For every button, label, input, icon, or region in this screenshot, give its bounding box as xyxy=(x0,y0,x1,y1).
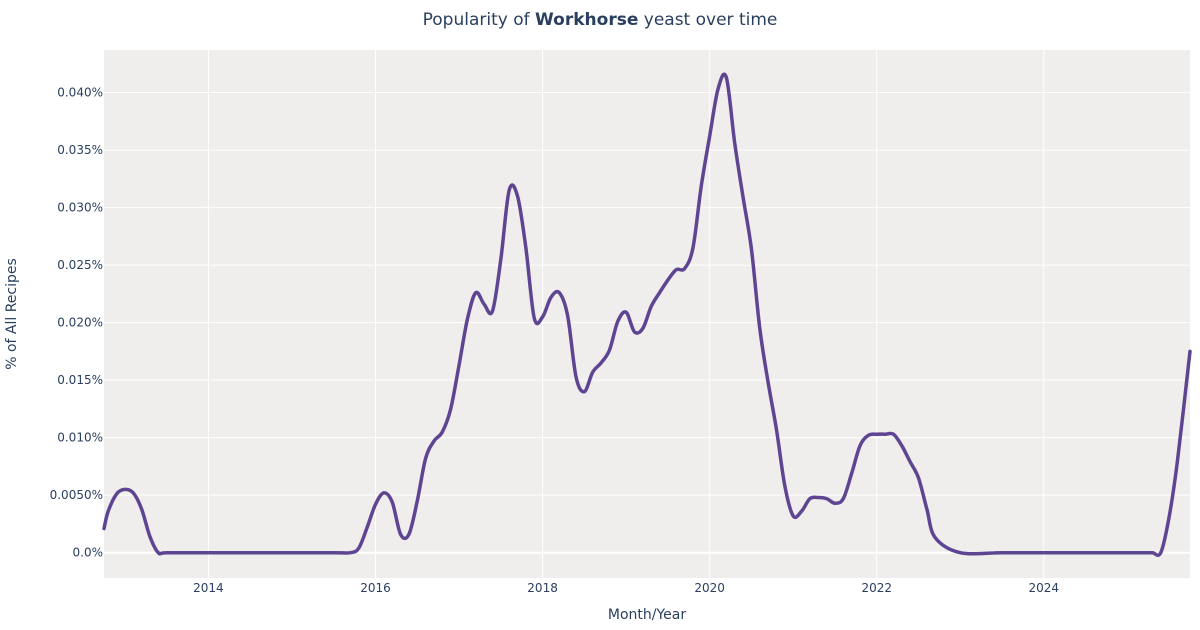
y-tick-label: 0.015% xyxy=(57,373,103,387)
y-tick-label: 0.030% xyxy=(57,201,103,215)
x-tick-label: 2020 xyxy=(694,581,725,595)
y-tick-label: 0.040% xyxy=(57,86,103,100)
y-tick-label: 0.020% xyxy=(57,316,103,330)
y-tick-label: 0.0% xyxy=(73,546,104,560)
chart-title-prefix: Popularity of xyxy=(423,10,535,30)
y-tick-label: 0.035% xyxy=(57,143,103,157)
series-line-workhorse xyxy=(102,72,1192,558)
y-tick-label: 0.0050% xyxy=(50,488,103,502)
x-tick-label: 2018 xyxy=(527,581,558,595)
x-axis-ticks: 2014 2016 2018 2020 2022 2024 xyxy=(193,581,1059,595)
y-axis-ticks: 0.0% 0.0050% 0.010% 0.015% 0.020% 0.025% 0.030… xyxy=(50,86,103,560)
grid-lines xyxy=(104,50,1190,578)
y-tick-label: 0.010% xyxy=(57,431,103,445)
y-tick-label: 0.025% xyxy=(57,258,103,272)
y-axis-title: % of All Recipes xyxy=(4,258,20,370)
x-tick-label: 2014 xyxy=(193,581,224,595)
chart-title-bold: Workhorse xyxy=(535,10,638,30)
x-tick-label: 2016 xyxy=(360,581,391,595)
x-tick-label: 2024 xyxy=(1029,581,1060,595)
chart-title: Popularity of Workhorse yeast over time xyxy=(423,10,778,30)
x-tick-label: 2022 xyxy=(861,581,892,595)
chart-title-suffix: yeast over time xyxy=(638,10,777,30)
x-axis-title: Month/Year xyxy=(608,607,686,623)
